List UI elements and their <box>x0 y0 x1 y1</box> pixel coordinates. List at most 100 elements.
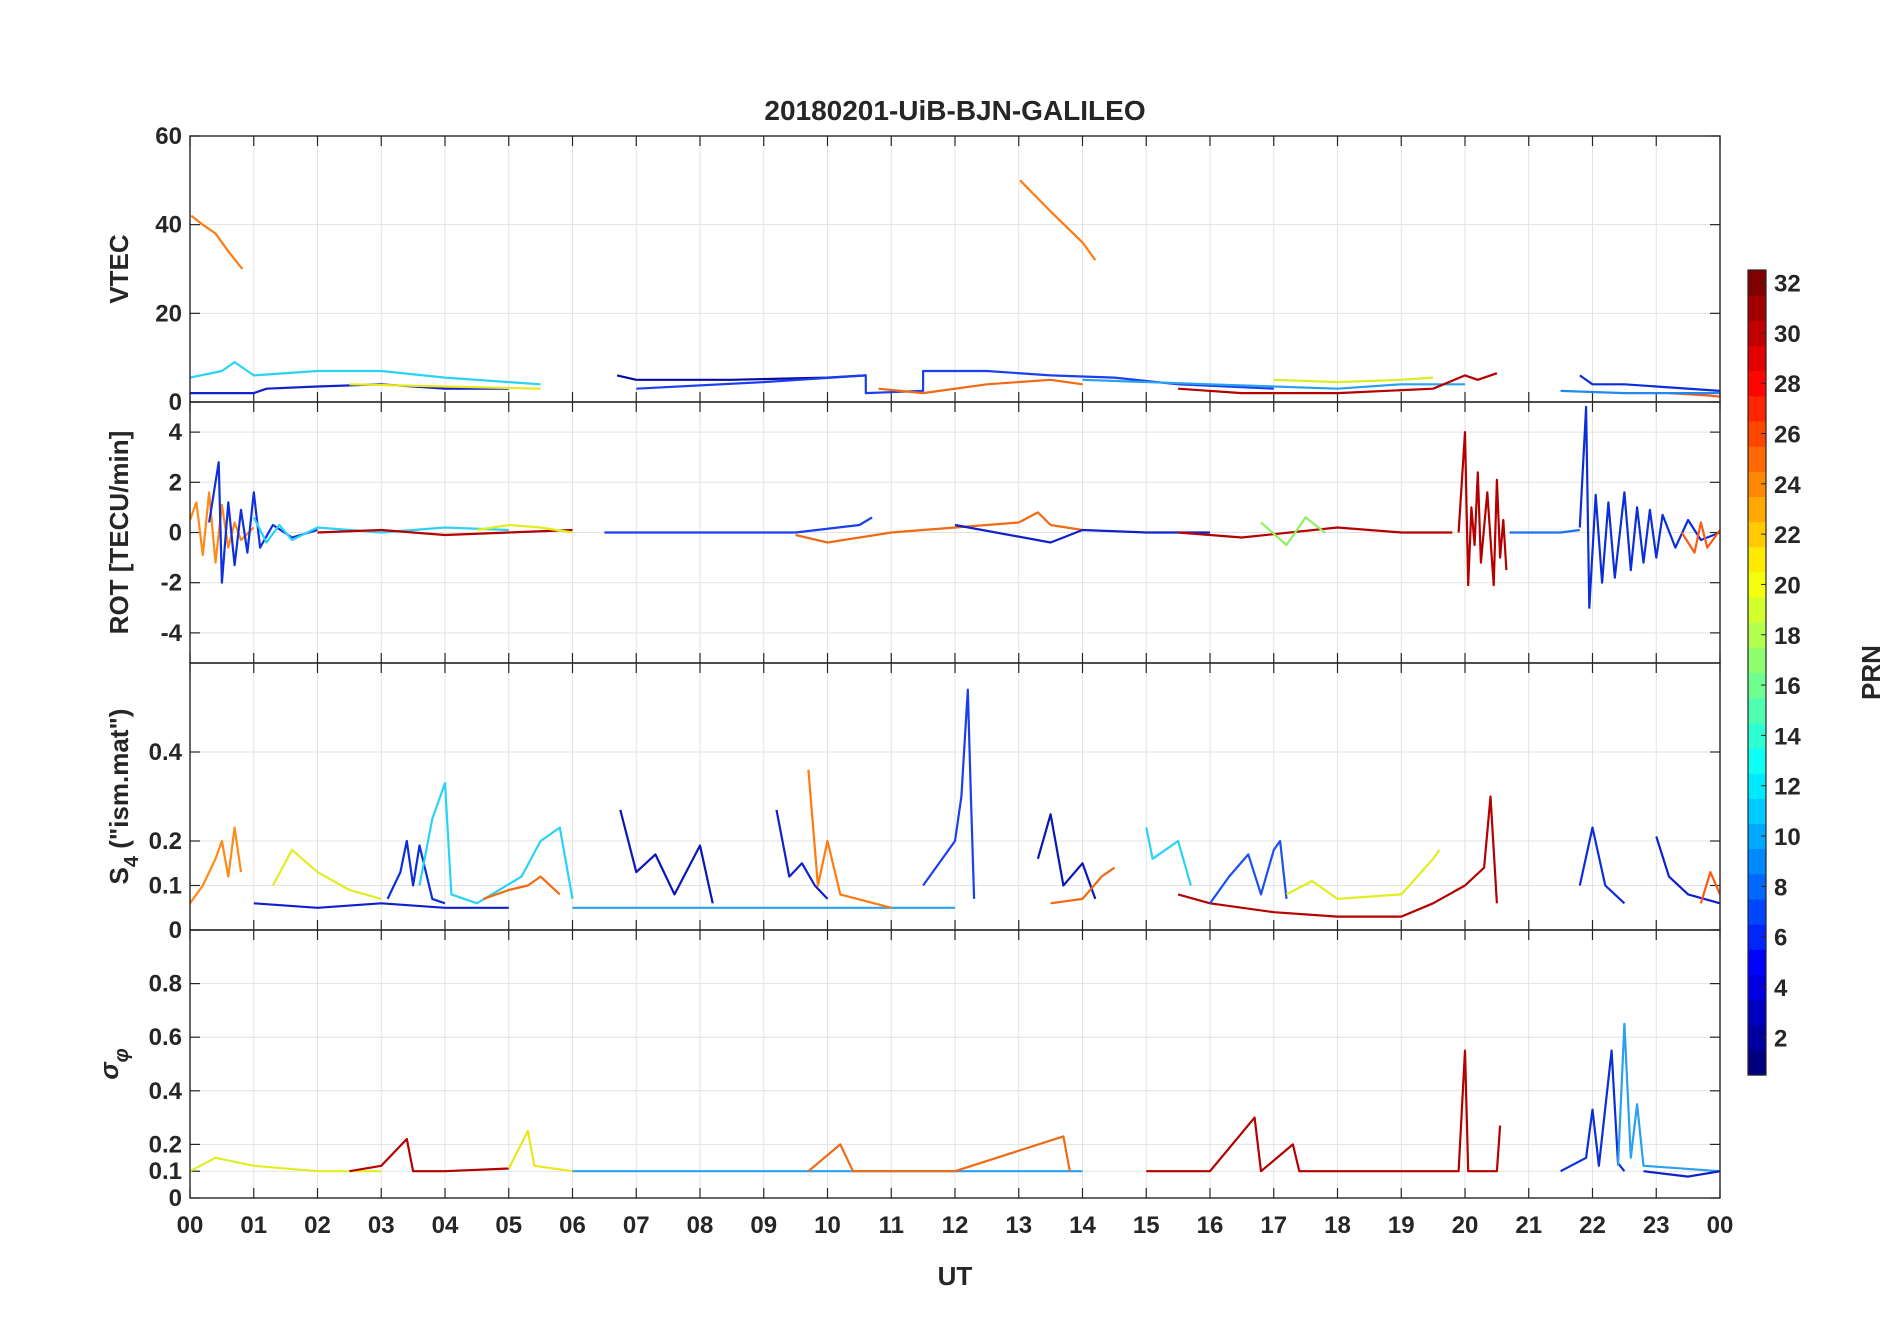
panel-rot: -4 -2 0 2 4 ROT [TECU/min] <box>104 401 1721 664</box>
x-tick-label: 10 <box>814 1212 841 1239</box>
colorbar-segment <box>1748 672 1766 699</box>
colorbar-segment <box>1748 320 1766 347</box>
series-line-prn-3 <box>775 809 829 900</box>
series-line-prn-3 <box>1655 836 1720 905</box>
axes-frame <box>189 929 1721 1199</box>
series-line-prn-3 <box>190 383 509 395</box>
y-axis-label-rest: ("ism.mat") <box>104 709 134 856</box>
colorbar-segment <box>1748 747 1766 774</box>
y-axis-label-sub: 4 <box>121 855 143 867</box>
panel-s4: 00.10.20.4S4 ("ism.mat") <box>104 662 1721 944</box>
series-line-prn-5 <box>922 688 976 899</box>
colorbar-segment <box>1748 420 1766 447</box>
colorbar-frame <box>1747 269 1767 1076</box>
y-tick-label: 40 <box>155 212 182 239</box>
colorbar-segment <box>1748 848 1766 875</box>
x-tick-label: 09 <box>750 1212 777 1239</box>
series-line-prn-3 <box>1643 1170 1720 1178</box>
x-tick-label: 23 <box>1643 1212 1670 1239</box>
panel-sigphi: 00.10.2 0.4 0.6 0.8 σφ <box>94 929 1721 1212</box>
colorbar-tick-label: 4 <box>1774 975 1788 1002</box>
y-axis-label: σφ <box>94 1048 133 1079</box>
x-tick-label: 04 <box>432 1212 459 1239</box>
series-line-prn-24 <box>1050 866 1116 905</box>
colorbar-tick-label: 22 <box>1774 522 1801 549</box>
series-line-prn-12 <box>418 781 574 905</box>
y-tick-label: 0 <box>169 917 182 944</box>
colorbar-segment <box>1748 647 1766 674</box>
x-tick-label: 05 <box>495 1212 522 1239</box>
colorbar-segment <box>1748 622 1766 648</box>
x-tick-label: 00 <box>177 1212 204 1239</box>
series-line-prn-20 <box>1285 849 1441 901</box>
x-tick-label: 19 <box>1388 1212 1415 1239</box>
series-line-prn-24 <box>807 1135 1071 1173</box>
series-line-prn-12 <box>252 516 509 544</box>
x-tick-label: 02 <box>304 1212 331 1239</box>
series-line-prn-21 <box>349 383 541 390</box>
x-tick-label: 22 <box>1579 1212 1606 1239</box>
series-line-prn-24 <box>807 769 892 909</box>
colorbar-segment <box>1748 823 1766 850</box>
series-line-prn-30 <box>317 528 573 537</box>
series-line-prn-4 <box>386 839 446 905</box>
colorbar-segment <box>1748 873 1766 900</box>
x-tick-label: 14 <box>1069 1212 1096 1239</box>
x-tick-label: 03 <box>368 1212 395 1239</box>
colorbar-segment <box>1748 898 1766 925</box>
colorbar-segment <box>1748 1049 1766 1076</box>
series-line-prn-23 <box>190 214 244 270</box>
colorbar-tick-label: 2 <box>1774 1025 1787 1052</box>
x-tick-label: 18 <box>1324 1212 1351 1239</box>
x-tick-label: 13 <box>1005 1212 1032 1239</box>
series-line-prn-3 <box>253 902 509 909</box>
series-line-prn-5 <box>636 369 1274 395</box>
colorbar-label: PRN <box>1856 645 1886 700</box>
x-tick-label: 01 <box>240 1212 267 1239</box>
colorbar-segment <box>1748 345 1766 372</box>
colorbar-tick-label: 12 <box>1774 774 1801 801</box>
series-line-prn-5 <box>604 516 873 534</box>
series-line-prn-9 <box>1560 389 1720 395</box>
y-tick-label: -4 <box>161 620 183 647</box>
series-line-prn-3 <box>954 523 1210 544</box>
colorbar-segment <box>1748 1024 1766 1051</box>
colorbar-tick-label: 32 <box>1774 271 1801 298</box>
colorbar-tick-label: 16 <box>1774 673 1801 700</box>
y-tick-label: 0 <box>169 520 182 547</box>
y-tick-label: -2 <box>161 570 182 597</box>
x-tick-label: 11 <box>879 1212 904 1239</box>
panel-vtec: 0 20 40 60 VTEC <box>104 123 1721 416</box>
series-line-prn-11 <box>1616 1022 1720 1173</box>
x-tick-label: 08 <box>687 1212 714 1239</box>
colorbar-segment <box>1748 521 1766 548</box>
series-line-prn-30 <box>1177 795 1498 918</box>
series-line-prn-20 <box>1273 376 1434 384</box>
y-tick-label: 0.8 <box>149 971 182 998</box>
colorbar-segment <box>1748 571 1766 598</box>
colorbar-tick-label: 10 <box>1774 824 1801 851</box>
colorbar-segment <box>1748 295 1766 321</box>
series-line-prn-4 <box>208 461 318 584</box>
series-line-prn-4 <box>1578 826 1626 905</box>
colorbar-segment <box>1748 773 1766 799</box>
colorbar-tick-label: 28 <box>1774 371 1801 398</box>
series-line-prn-30 <box>349 1137 509 1173</box>
x-tick-label: 07 <box>623 1212 650 1239</box>
series-group <box>190 1022 1720 1178</box>
colorbar-tick-label: 30 <box>1774 321 1801 348</box>
y-axis-label-sub: φ <box>111 1048 133 1062</box>
colorbar-segment <box>1748 446 1766 472</box>
series-line-prn-25 <box>1680 521 1720 554</box>
series-line-prn-23 <box>190 826 243 904</box>
series-line-prn-4 <box>1579 374 1720 392</box>
series-line-prn-6 <box>1209 839 1288 904</box>
y-tick-label: 0 <box>169 389 182 416</box>
series-group <box>190 688 1720 918</box>
series-line-prn-30 <box>1178 526 1453 539</box>
colorbar-tick-label: 6 <box>1774 925 1787 952</box>
y-axis-label: VTEC <box>104 234 134 304</box>
x-tick-label: 12 <box>942 1212 969 1239</box>
